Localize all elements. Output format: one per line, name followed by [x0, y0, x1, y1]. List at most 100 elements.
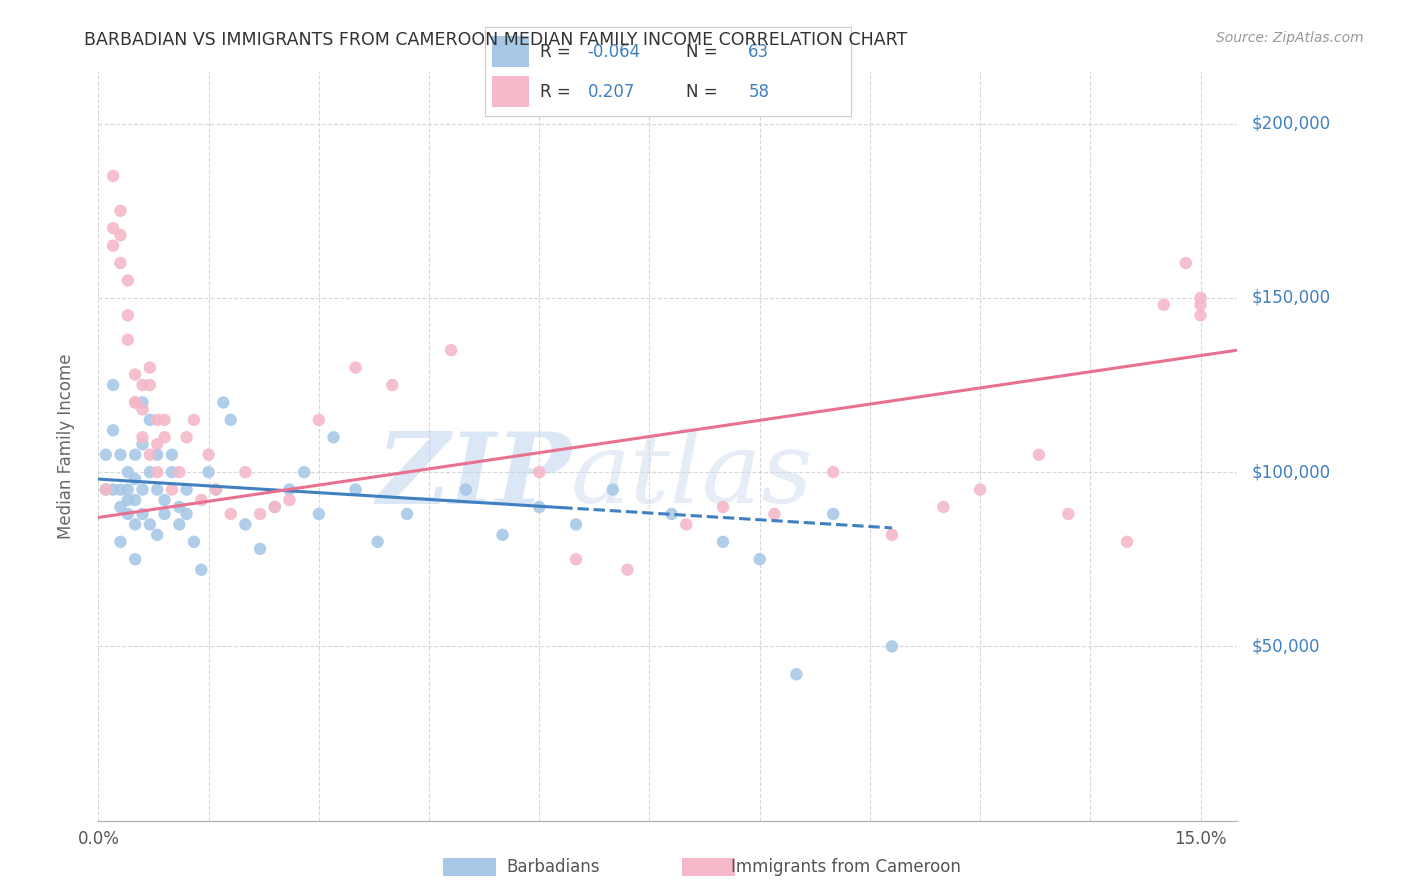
Text: $50,000: $50,000: [1251, 638, 1320, 656]
Point: [880, 528, 903, 542]
Point: [131, 402, 153, 417]
Point: [153, 413, 176, 427]
Point: [117, 465, 139, 479]
Point: [101, 483, 124, 497]
Point: [167, 500, 190, 514]
Point: [235, 465, 257, 479]
Point: [117, 507, 139, 521]
Point: [139, 360, 162, 375]
Point: [454, 483, 477, 497]
Point: [1174, 256, 1197, 270]
Text: 0.207: 0.207: [588, 83, 634, 101]
Point: [711, 534, 734, 549]
Point: [110, 256, 132, 270]
Point: [160, 465, 183, 479]
Point: [139, 413, 162, 427]
Point: [205, 483, 228, 497]
Point: [205, 483, 228, 497]
Point: [344, 483, 367, 497]
Point: [94, 483, 117, 497]
Text: Source: ZipAtlas.com: Source: ZipAtlas.com: [1216, 31, 1364, 45]
Point: [616, 563, 638, 577]
Point: [139, 517, 162, 532]
Point: [880, 640, 903, 654]
Point: [167, 517, 190, 532]
Point: [278, 493, 301, 508]
Point: [763, 507, 786, 521]
Point: [190, 563, 212, 577]
Point: [1116, 534, 1139, 549]
Point: [823, 465, 845, 479]
Point: [176, 483, 198, 497]
Point: [124, 517, 146, 532]
Point: [322, 430, 344, 444]
Point: [529, 500, 551, 514]
Point: [711, 500, 734, 514]
Point: [823, 507, 845, 521]
Text: $100,000: $100,000: [1251, 463, 1330, 481]
Text: BARBADIAN VS IMMIGRANTS FROM CAMEROON MEDIAN FAMILY INCOME CORRELATION CHART: BARBADIAN VS IMMIGRANTS FROM CAMEROON ME…: [84, 31, 908, 49]
Point: [101, 221, 124, 235]
Point: [101, 378, 124, 392]
Point: [565, 552, 588, 566]
Point: [197, 465, 219, 479]
Point: [101, 238, 124, 252]
Point: [146, 413, 169, 427]
Point: [491, 528, 513, 542]
Point: [197, 448, 219, 462]
Point: [124, 395, 146, 409]
Text: -0.064: -0.064: [588, 43, 641, 61]
Point: [395, 507, 418, 521]
Point: [146, 528, 169, 542]
Point: [110, 483, 132, 497]
Point: [146, 483, 169, 497]
FancyBboxPatch shape: [492, 76, 529, 107]
Point: [110, 500, 132, 514]
Point: [101, 169, 124, 183]
Point: [153, 493, 176, 508]
Point: [124, 448, 146, 462]
Point: [110, 228, 132, 243]
Point: [117, 308, 139, 322]
Point: [139, 465, 162, 479]
Point: [183, 534, 205, 549]
Point: [124, 552, 146, 566]
Point: [785, 667, 807, 681]
Point: [94, 483, 117, 497]
Point: [176, 430, 198, 444]
Point: [249, 541, 271, 556]
Point: [292, 465, 315, 479]
Point: [308, 413, 330, 427]
Point: [1189, 308, 1212, 322]
Point: [131, 430, 153, 444]
Point: [110, 534, 132, 549]
Point: [529, 465, 551, 479]
Point: [344, 360, 367, 375]
Point: [1189, 298, 1212, 312]
Point: [1189, 291, 1212, 305]
Point: [160, 483, 183, 497]
Point: [139, 378, 162, 392]
Text: 63: 63: [748, 43, 769, 61]
Text: Immigrants from Cameroon: Immigrants from Cameroon: [731, 858, 960, 876]
Point: [139, 448, 162, 462]
Point: [124, 472, 146, 486]
Point: [308, 507, 330, 521]
Point: [969, 483, 991, 497]
Point: [117, 493, 139, 508]
Point: [1057, 507, 1080, 521]
Point: [117, 273, 139, 287]
Point: [160, 448, 183, 462]
Point: [146, 448, 169, 462]
Point: [219, 413, 242, 427]
Text: $150,000: $150,000: [1251, 289, 1330, 307]
Point: [101, 423, 124, 437]
Y-axis label: Median Family Income: Median Family Income: [56, 353, 75, 539]
Point: [190, 493, 212, 508]
Text: Barbadians: Barbadians: [506, 858, 600, 876]
FancyBboxPatch shape: [492, 36, 529, 67]
Point: [212, 395, 235, 409]
Point: [381, 378, 404, 392]
Text: 58: 58: [748, 83, 769, 101]
Point: [110, 203, 132, 218]
